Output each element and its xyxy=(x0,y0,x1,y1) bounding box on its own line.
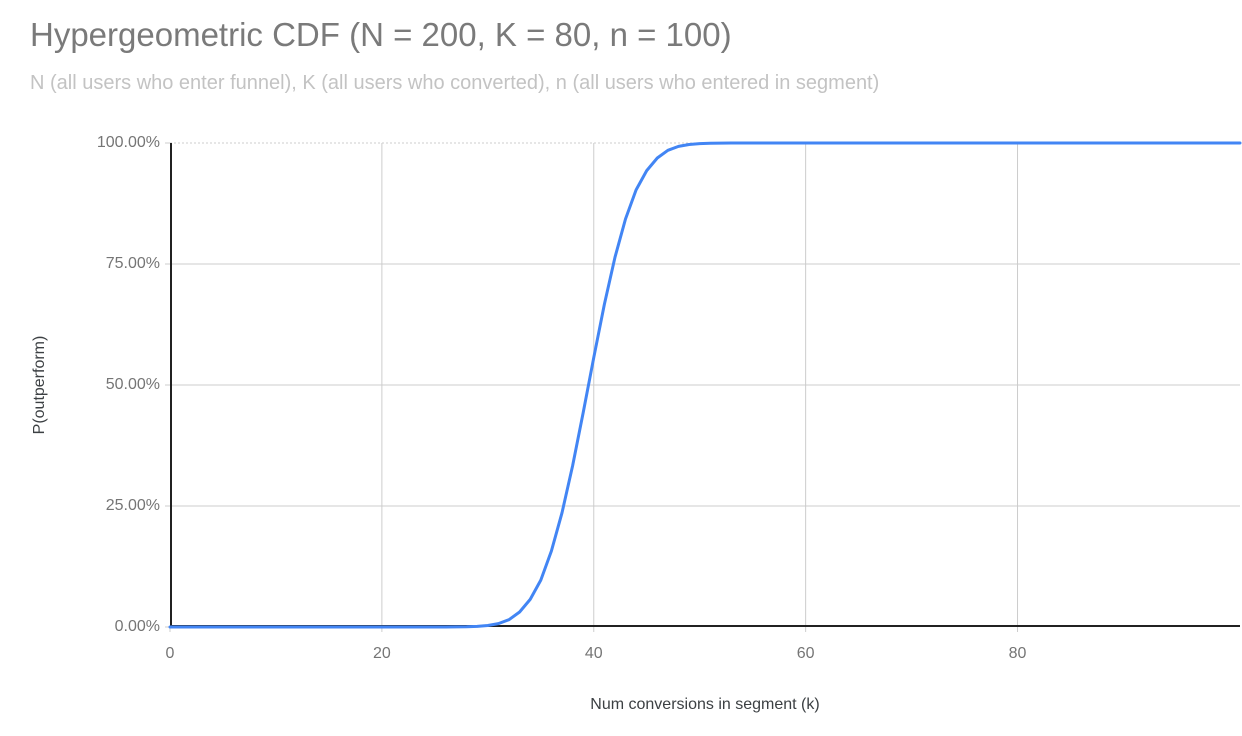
y-tick-label: 100.00% xyxy=(96,134,160,151)
plot-svg xyxy=(165,141,1242,632)
y-axis-title: P(outperform) xyxy=(31,335,48,435)
cdf-line[interactable] xyxy=(168,141,1242,629)
x-tick-label: 0 xyxy=(165,645,175,662)
x-axis-title: Num conversions in segment (k) xyxy=(590,696,820,713)
chart-subtitle: N (all users who enter funnel), K (all u… xyxy=(30,72,880,94)
x-tick-label: 40 xyxy=(584,645,603,662)
y-tick-label: 75.00% xyxy=(105,255,160,272)
x-tick-label: 80 xyxy=(1008,645,1027,662)
x-tick-label: 60 xyxy=(796,645,815,662)
chart-title: Hypergeometric CDF (N = 200, K = 80, n =… xyxy=(30,16,732,53)
y-tick-label: 0.00% xyxy=(114,618,160,635)
x-tick-label: 20 xyxy=(372,645,391,662)
y-tick-label: 25.00% xyxy=(105,497,160,514)
y-tick-label: 50.00% xyxy=(105,376,160,393)
chart-canvas[interactable] xyxy=(165,141,1242,632)
